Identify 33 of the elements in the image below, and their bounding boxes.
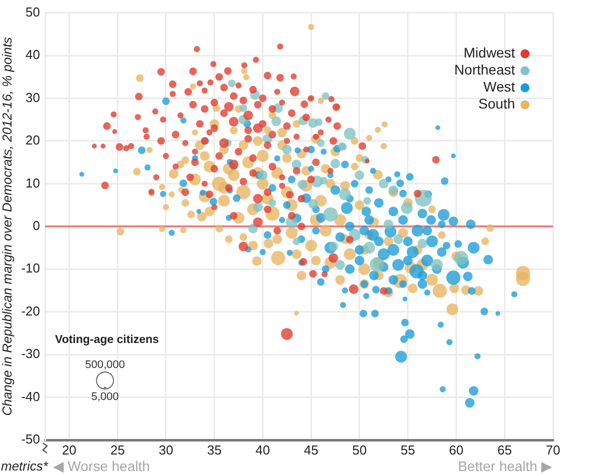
x-tick-label: 40 (255, 442, 270, 458)
legend-label: Northeast (454, 62, 516, 78)
x-tick-label: 50 (352, 442, 367, 458)
x-tick-label: 55 (400, 442, 416, 458)
x-tick-label: 35 (207, 442, 222, 458)
y-tick-label: 50 (26, 4, 40, 20)
legend-label: South (478, 96, 515, 112)
y-tick-label: -40 (21, 388, 40, 404)
y-tick-label: 20 (26, 132, 40, 148)
y-tick-label: -10 (21, 260, 40, 276)
y-tick-label: -50 (21, 432, 40, 447)
legend-label: 500,000 (85, 359, 125, 372)
y-tick-label: 40 (26, 47, 40, 62)
x-tick-label: 70 (546, 442, 560, 458)
annotation: Voting-age citizens (55, 334, 159, 346)
x-tick-label: 30 (158, 442, 174, 458)
y-axis-title: Change in Republican margin over Democrats, 2012-16, % points (0, 36, 14, 416)
x-tick-label: 25 (110, 442, 125, 458)
text: ◀ Worse health (53, 458, 150, 474)
y-tick-label: 10 (26, 175, 40, 190)
text: Better health ▶ (458, 458, 552, 474)
x-tick-label: 60 (449, 442, 464, 458)
legend-label: Midwest (464, 44, 516, 61)
y-tick-label: -30 (21, 346, 40, 362)
x-tick-label: 45 (304, 442, 318, 458)
y-tick-label: 30 (26, 90, 40, 105)
x-tick-label: 65 (497, 442, 512, 458)
legend-label: West (483, 78, 516, 95)
y-tick-label: 0 (32, 218, 40, 233)
y-tick-label: -20 (21, 303, 40, 318)
legend-label: 5,000 (91, 391, 119, 404)
x-axis-title: metrics* (1, 458, 49, 474)
x-tick-label: 20 (62, 442, 76, 458)
